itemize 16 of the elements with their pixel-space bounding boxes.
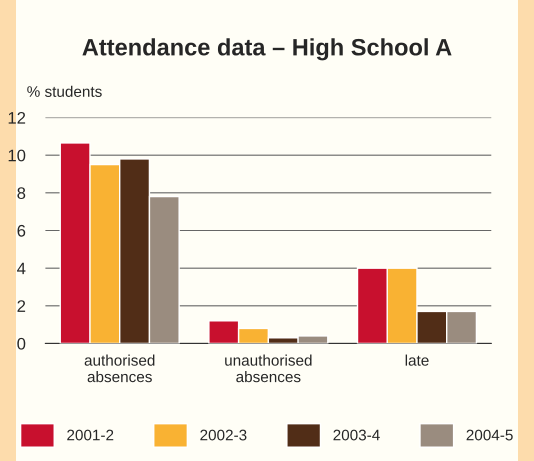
legend-label: 2001-2: [67, 430, 114, 440]
legend-label: 2003-4: [333, 430, 380, 440]
y-tick-label: 8: [17, 187, 26, 200]
legend-label: 2004-5: [466, 430, 513, 440]
y-axis-title: % students: [27, 86, 102, 97]
chart-title: Attendance data – High School A: [82, 38, 452, 60]
y-tick-label: 2: [18, 300, 26, 312]
legend-label: 2002-3: [200, 430, 246, 440]
y-tick-label: 0: [17, 338, 26, 350]
x-tick-label: authorised absences: [84, 354, 154, 382]
y-tick-label: 4: [17, 262, 26, 274]
y-tick-label: 10: [8, 150, 26, 162]
y-tick-label: 6: [18, 224, 26, 237]
y-tick-label: 12: [8, 112, 26, 124]
x-tick-label: late: [406, 354, 429, 366]
x-tick-label: unauthorised absences: [225, 354, 312, 382]
